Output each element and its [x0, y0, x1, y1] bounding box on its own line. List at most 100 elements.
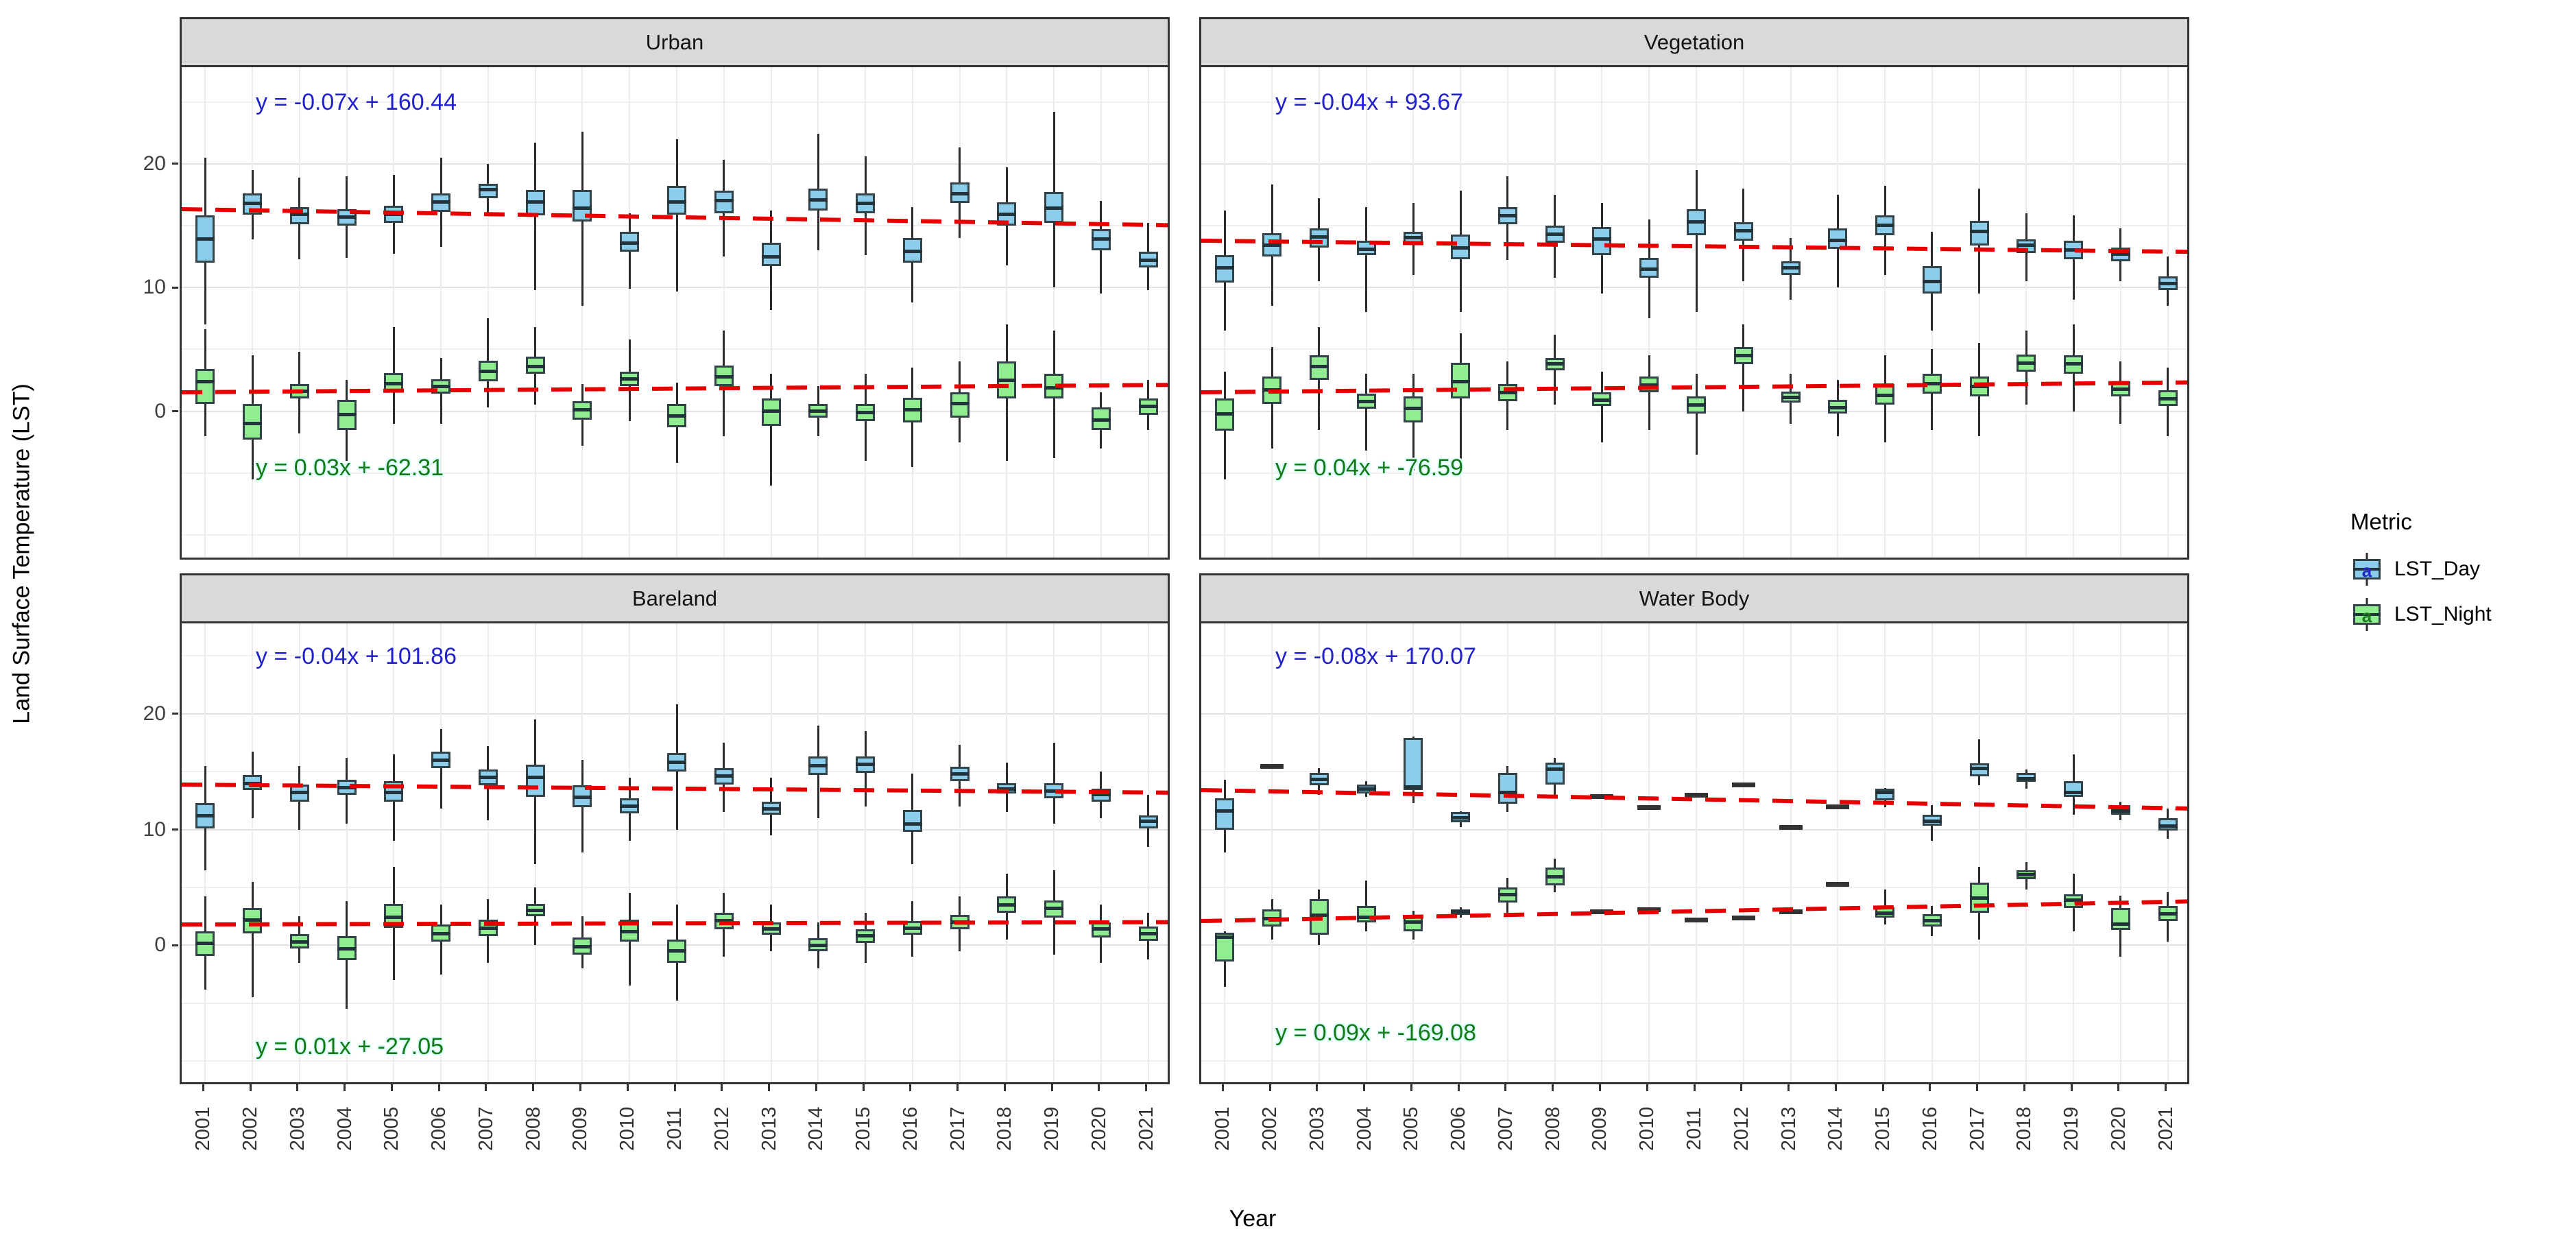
flat-box-night-2012 [1731, 915, 1755, 920]
x-tick-mark [1504, 1084, 1507, 1091]
median-night-2016 [1922, 919, 1942, 923]
x-tick-label: 2020 [1087, 1106, 1110, 1151]
median-day-2013 [761, 807, 781, 811]
x-tick-label: 2002 [1259, 1106, 1281, 1151]
x-tick-label: 2003 [286, 1106, 309, 1151]
x-tick-mark [579, 1084, 581, 1091]
median-night-2014 [808, 943, 828, 947]
median-day-2007 [478, 776, 498, 780]
median-day-2019 [1044, 206, 1064, 211]
median-day-2016 [902, 822, 922, 826]
x-tick-mark [1929, 1084, 1931, 1091]
median-night-2003 [1309, 365, 1329, 369]
gridline-vertical [1837, 67, 1839, 558]
panel-urban: y = -0.07x + 160.44 y = 0.03x + -62.31 [180, 67, 1170, 560]
x-tick-mark [1098, 1084, 1100, 1091]
gridline-vertical [676, 67, 677, 558]
median-day-2016 [1922, 820, 1942, 824]
x-tick-label: 2015 [852, 1106, 875, 1151]
gridline-vertical [534, 67, 536, 558]
median-night-2021 [1138, 404, 1158, 408]
median-night-2005 [384, 916, 404, 920]
gridline-vertical [1460, 67, 1462, 558]
x-tick-mark [768, 1084, 771, 1091]
panel-bareland: y = -0.04x + 101.86 y = 0.01x + -27.05 [180, 623, 1170, 1084]
median-night-2018 [2017, 361, 2036, 365]
x-tick-label: 2019 [1041, 1106, 1063, 1151]
median-day-2010 [620, 241, 640, 245]
legend: Metric a LST_Day a LST_Night [2350, 509, 2492, 643]
x-tick-label: 2017 [946, 1106, 969, 1151]
gridline-vertical [723, 67, 725, 558]
facet-bareland: Bareland y = -0.04x + 101.86 y = 0.01x + … [180, 573, 1170, 1084]
x-tick-label: 2006 [428, 1106, 450, 1151]
median-day-2014 [1828, 239, 1848, 243]
median-day-2021 [1138, 258, 1158, 262]
gridline-vertical [629, 623, 631, 1082]
flat-box-night-2014 [1826, 881, 1850, 887]
median-night-2020 [2110, 387, 2130, 391]
x-tick-mark [1881, 1084, 1884, 1091]
median-night-2019 [2064, 362, 2084, 366]
y-tick-label: 0 [154, 399, 166, 422]
median-day-2018 [2017, 776, 2036, 780]
median-night-2013 [1781, 396, 1801, 400]
median-night-2003 [1309, 913, 1329, 917]
gridline-minor [1201, 1060, 2187, 1062]
median-night-2006 [1451, 379, 1471, 383]
median-night-2007 [1497, 892, 1517, 896]
x-tick-mark [862, 1084, 865, 1091]
median-day-2020 [2110, 252, 2130, 256]
gridline-major [1201, 163, 2187, 165]
median-night-2006 [1451, 909, 1471, 913]
median-night-2011 [667, 949, 686, 953]
median-day-2001 [1215, 265, 1235, 270]
gridline-vertical [865, 67, 867, 558]
whisker-night-2002 [251, 881, 254, 998]
facet-strip-label: Urban [645, 29, 704, 54]
x-tick-mark [721, 1084, 723, 1091]
gridline-vertical [487, 67, 489, 558]
gridline-vertical [1460, 623, 1462, 1082]
facet-water-body: Water Body y = -0.08x + 170.07 y = 0.09x … [1199, 573, 2189, 1084]
median-day-2011 [1687, 220, 1706, 224]
median-day-2005 [1404, 785, 1423, 789]
median-day-2003 [289, 213, 309, 217]
x-tick-label: 2011 [664, 1107, 686, 1151]
gridline-vertical [2167, 67, 2169, 558]
gridline-vertical [723, 623, 725, 1082]
gridline-minor [182, 348, 1168, 350]
gridline-vertical [581, 67, 583, 558]
x-tick-mark [1598, 1084, 1601, 1091]
facet-strip-label: Water Body [1639, 586, 1750, 610]
gridline-major [1201, 828, 2187, 831]
median-night-2009 [1592, 398, 1612, 402]
x-tick-mark [437, 1084, 440, 1091]
median-night-2016 [902, 408, 922, 412]
box-night-2002 [243, 403, 263, 440]
gridline-vertical [770, 67, 772, 558]
regression-equation-day: y = -0.07x + 160.44 [256, 89, 457, 116]
gridline-vertical [1648, 623, 1650, 1082]
flat-box-night-2011 [1685, 918, 1708, 923]
median-day-2020 [1091, 793, 1111, 797]
median-day-2007 [1497, 213, 1517, 217]
median-night-2006 [431, 932, 451, 935]
median-day-2006 [1451, 816, 1471, 820]
x-tick-mark [1693, 1084, 1696, 1091]
gridline-vertical [2119, 67, 2121, 558]
x-tick-label: 2014 [1825, 1106, 1847, 1151]
median-day-2003 [1309, 235, 1329, 239]
box-day-2007 [1497, 772, 1517, 804]
gridline-vertical [1554, 623, 1556, 1082]
median-day-2021 [2158, 824, 2178, 828]
box-day-2017 [1969, 763, 1989, 776]
y-tick-label: 20 [143, 152, 166, 175]
median-night-2012 [714, 374, 734, 379]
gridline-vertical [1318, 67, 1320, 558]
legend-key-letter: a [2361, 560, 2372, 581]
x-tick-label: 2014 [805, 1106, 828, 1151]
x-tick-mark [1740, 1084, 1743, 1091]
box-day-2011 [667, 186, 686, 215]
gridline-vertical [1978, 623, 1980, 1082]
